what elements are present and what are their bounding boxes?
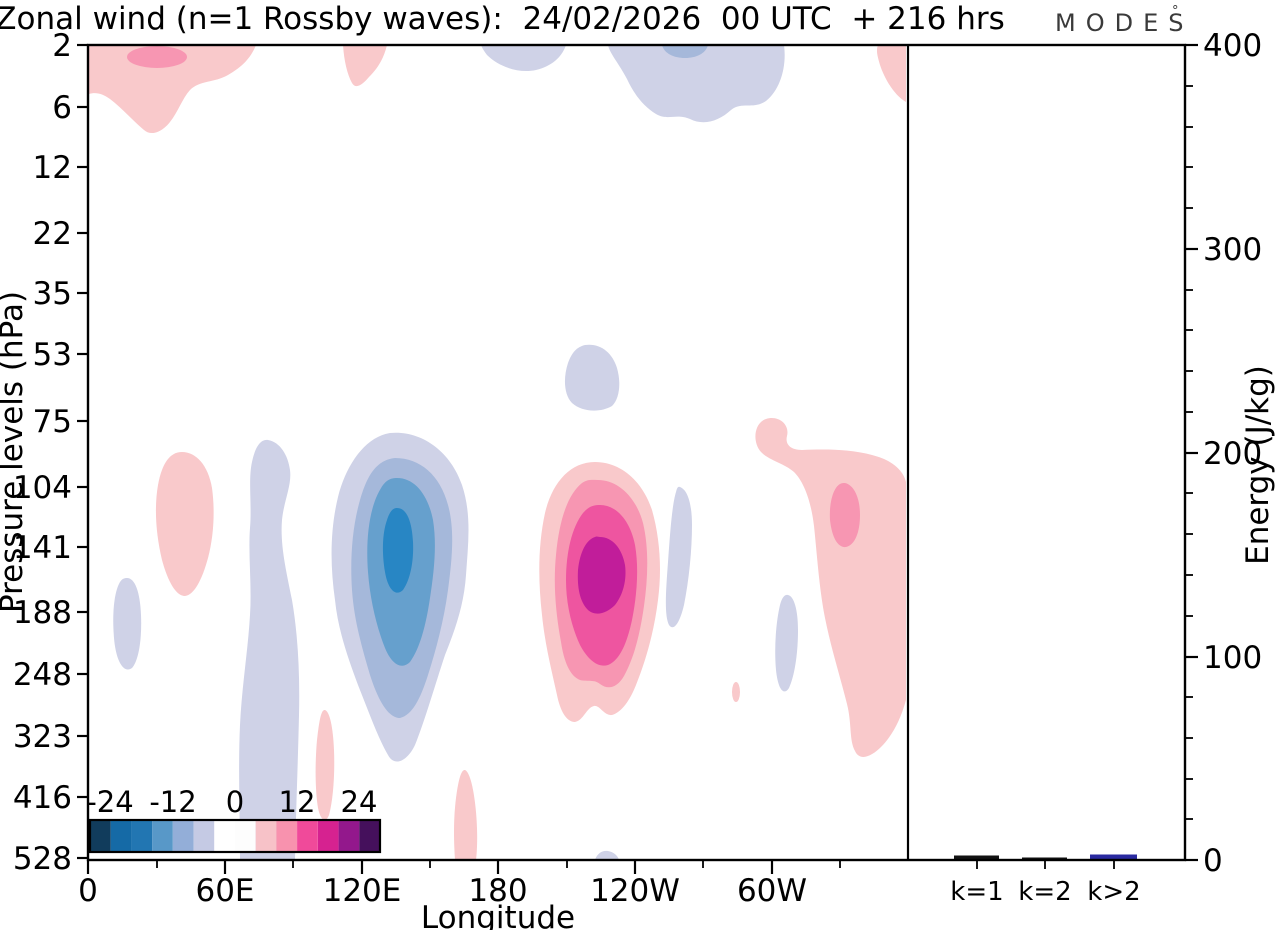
colorbar-frame (88, 818, 382, 854)
colorbar-tick-label: -24 (86, 785, 133, 819)
bar-kgt2 (1090, 854, 1137, 860)
contour-blob-top-lavender-small (481, 46, 566, 71)
colorbar-cell (214, 820, 236, 852)
pressure-tick: 12 (33, 150, 72, 186)
colorbar: -24 -12 0 12 24 (86, 785, 382, 854)
colorbar-cell (359, 820, 381, 852)
pressure-axis: 2 6 12 22 35 53 75 104 141 188 248 323 4… (0, 28, 88, 877)
energy-tick: 400 (1203, 28, 1262, 64)
contour-blob-left-pink-teardrop (155, 452, 214, 596)
contour-pos-core (577, 536, 626, 614)
colorbar-cell (338, 820, 360, 852)
colorbar-cell (235, 820, 256, 852)
contour-blob-left-lavender-small (113, 578, 142, 670)
pressure-tick: 188 (13, 595, 72, 631)
colorbar-cell (90, 820, 111, 852)
longitude-tick: 60E (195, 873, 254, 909)
colorbar-cell (276, 820, 298, 852)
pressure-tick: 141 (13, 530, 72, 566)
pressure-tick: 35 (33, 276, 72, 312)
contour-blob-pink-speck (732, 682, 740, 702)
colorbar-cell (255, 820, 277, 852)
colorbar-tick-label: 12 (279, 785, 316, 819)
contour-blob-topleft-pink-core (127, 46, 187, 68)
contour-blob-mid-lavender (564, 344, 620, 411)
contour-blob-top-blue-core (662, 46, 708, 58)
modes-logo: MODES ° (1055, 4, 1193, 37)
contour-blob-east-pink-band (755, 418, 906, 757)
colorbar-tick-label: 0 (226, 785, 244, 819)
contour-blob-lavender-sliver (665, 486, 692, 628)
pressure-tick: 22 (33, 216, 72, 252)
pressure-tick: 416 (13, 780, 72, 816)
contour-blob-bottom-lavender-bump (595, 850, 619, 859)
contour-blob-topleft-pink (89, 46, 256, 133)
pressure-tick: 53 (33, 337, 72, 373)
contour-blob-bottom-pink-sliver1 (315, 709, 335, 821)
colorbar-tick-label: -12 (149, 785, 196, 819)
contour-blob-top-lavender-big (608, 46, 785, 123)
pressure-tick: 248 (13, 657, 72, 693)
colorbar-tick-label: 24 (341, 785, 378, 819)
colorbar-cell (193, 820, 215, 852)
pressure-axis-label: Pressure levels (hPa) (0, 291, 30, 613)
contour-blob-topright-pink (876, 46, 906, 102)
energy-axis: 400 300 200 100 0 Energy (J/kg) (1185, 28, 1276, 879)
pressure-tick: 528 (13, 841, 72, 877)
longitude-axis-label: Longitude (421, 900, 575, 930)
colorbar-cell (317, 820, 339, 852)
colorbar-cell (172, 820, 194, 852)
bar-k2 (1022, 857, 1067, 860)
pressure-tick: 6 (52, 90, 72, 126)
contour-blob-lavender-ellipse-east (775, 594, 798, 692)
contour-field (89, 46, 906, 859)
energy-tick: 300 (1203, 232, 1262, 268)
colorbar-cell (152, 820, 173, 852)
colorbar-cell (297, 820, 318, 852)
pressure-tick: 323 (13, 719, 72, 755)
energy-tick: 100 (1203, 640, 1262, 676)
energy-axis-label: Energy (J/kg) (1240, 365, 1276, 565)
bar-k1 (954, 855, 999, 860)
longitude-axis: 0 60E 120E 180 120W 60W Longitude (78, 860, 841, 930)
contour-blob-top-pink-finger (343, 46, 387, 87)
bar-label-k1: k=1 (950, 877, 1003, 907)
pressure-tick: 104 (13, 470, 72, 506)
bar-label-k2: k=2 (1018, 877, 1071, 907)
wave-energy-bars: k=1 k=2 k>2 (950, 854, 1141, 907)
longitude-tick: 120W (590, 873, 680, 909)
energy-tick: 200 (1203, 436, 1262, 472)
contour-neg-core (382, 508, 414, 593)
contour-blob-lavender-band (239, 439, 300, 859)
energy-tick: 0 (1203, 843, 1223, 879)
colorbar-cell (110, 820, 132, 852)
modes-logo-text: MODES (1055, 9, 1193, 37)
contour-blob-bottom-pink-sliver2 (454, 769, 478, 859)
figure-title: Zonal wind (n=1 Rossby waves): 24/02/202… (0, 1, 1005, 37)
pressure-tick: 2 (52, 28, 72, 64)
longitude-tick: 180 (468, 873, 527, 909)
contour-blob-east-pink-core (829, 483, 860, 548)
colorbar-cell (131, 820, 153, 852)
longitude-tick: 0 (78, 873, 98, 909)
pressure-tick: 75 (33, 404, 72, 440)
bar-label-kgt2: k>2 (1087, 877, 1140, 907)
longitude-tick: 60W (737, 873, 807, 909)
longitude-tick: 120E (323, 873, 402, 909)
modes-logo-degree: ° (1172, 4, 1179, 19)
